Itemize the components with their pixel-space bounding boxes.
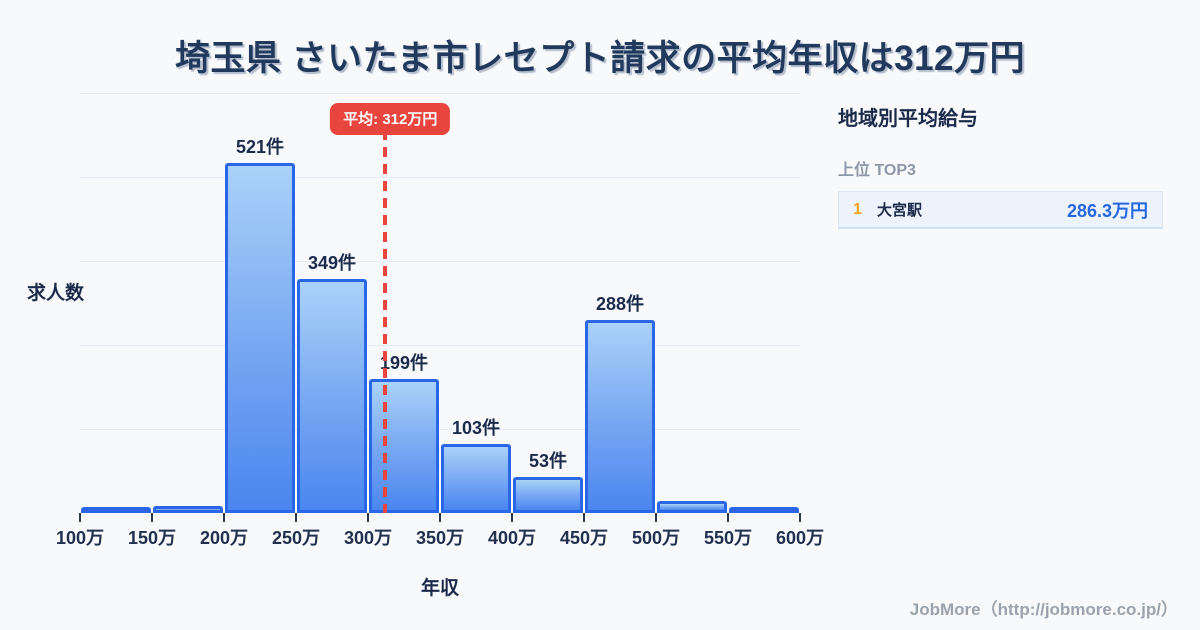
x-tick-label: 300万: [343, 528, 393, 548]
gridline: [80, 261, 800, 262]
page-title: 埼玉県 さいたま市レセプト請求の平均年収は312万円: [174, 39, 1026, 78]
bar-value-label: 53件: [528, 451, 568, 471]
gridline: [80, 345, 800, 346]
x-tick-label: 200万: [199, 528, 249, 548]
gridline: [80, 93, 800, 94]
x-tick-label: 100万: [55, 528, 105, 548]
gridline: [80, 429, 800, 430]
region-salary-panel: 地域別平均給与 上位 TOP3 1 大宮駅 286.3万円: [838, 102, 1163, 229]
panel-heading: 地域別平均給与: [838, 108, 978, 130]
x-tick-label: 550万: [703, 528, 753, 548]
average-line: 平均: 312万円: [330, 103, 451, 513]
histogram-bar: [81, 507, 151, 513]
x-tick-label: 600万: [775, 528, 825, 548]
salary-value: 286.3万円: [1066, 200, 1148, 221]
x-tick-label: 400万: [487, 528, 537, 548]
x-tick: [799, 513, 801, 522]
x-tick-label: 450万: [559, 528, 609, 548]
histogram-bar: [441, 444, 511, 513]
bar-value-label: 349件: [307, 253, 357, 273]
histogram-bar: [297, 279, 367, 513]
x-tick: [439, 513, 441, 522]
panel-subheading: 上位 TOP3: [838, 162, 916, 179]
average-badge: 平均: 312万円: [330, 103, 451, 135]
x-tick-label: 350万: [415, 528, 465, 548]
rank-number: 1: [853, 200, 862, 218]
x-tick: [727, 513, 729, 522]
x-tick-label: 150万: [127, 528, 177, 548]
histogram-bar: [369, 379, 439, 513]
x-tick-label: 500万: [631, 528, 681, 548]
x-tick-label: 250万: [271, 528, 321, 548]
gridline: [80, 177, 800, 178]
histogram-bar: [657, 501, 727, 513]
histogram-bar: [225, 163, 295, 513]
x-tick: [295, 513, 297, 522]
histogram-plot: 平均: 312万円 521件 349件 199件 103件 53件 288件 100万 150…: [56, 93, 824, 548]
x-tick: [655, 513, 657, 522]
histogram-bar: [585, 320, 655, 513]
histogram-bar: [153, 506, 223, 513]
station-name: 大宮駅: [877, 202, 923, 219]
bar-value-label: 521件: [235, 137, 285, 157]
x-tick: [511, 513, 513, 522]
bar-value-label: 103件: [451, 418, 501, 438]
site-credit: JobMore（http://jobmore.co.jp/）: [909, 600, 1178, 619]
x-tick: [367, 513, 369, 522]
rank-row: 1 大宮駅 286.3万円: [838, 191, 1163, 229]
histogram-bar: [513, 477, 583, 513]
x-tick: [223, 513, 225, 522]
bar-value-label: 199件: [379, 353, 429, 373]
x-tick: [583, 513, 585, 522]
x-tick: [151, 513, 153, 522]
x-tick: [79, 513, 81, 522]
x-axis-title: 年収: [420, 578, 459, 599]
histogram-bar: [729, 507, 799, 513]
bar-value-label: 288件: [595, 294, 645, 314]
y-axis-title: 求人数: [27, 283, 85, 304]
